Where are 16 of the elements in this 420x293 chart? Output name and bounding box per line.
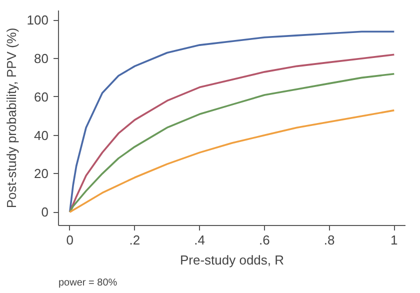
y-tick-label: 100 [26, 12, 49, 28]
x-tick-label: .4 [194, 232, 205, 248]
y-tick-label: 20 [34, 166, 49, 182]
line-series [68, 109, 396, 213]
text: power = 80% [58, 278, 118, 288]
x-tick-label: .6 [259, 232, 270, 248]
x-tick-label: .2 [129, 232, 140, 248]
y-tick-label: 40 [34, 128, 49, 143]
x-axis-title: Pre-study odds, R [180, 252, 284, 268]
y-axis-title: Post-study probability, PPV (%) [4, 28, 19, 208]
y-tick-label: 0 [41, 204, 49, 220]
x-tick-label: 0 [66, 232, 74, 248]
y-tick-label: 60 [34, 89, 49, 104]
y-tick-label: 80 [34, 50, 49, 66]
x-tick-label: .8 [324, 232, 335, 248]
x-tick-label: 1 [390, 232, 398, 248]
